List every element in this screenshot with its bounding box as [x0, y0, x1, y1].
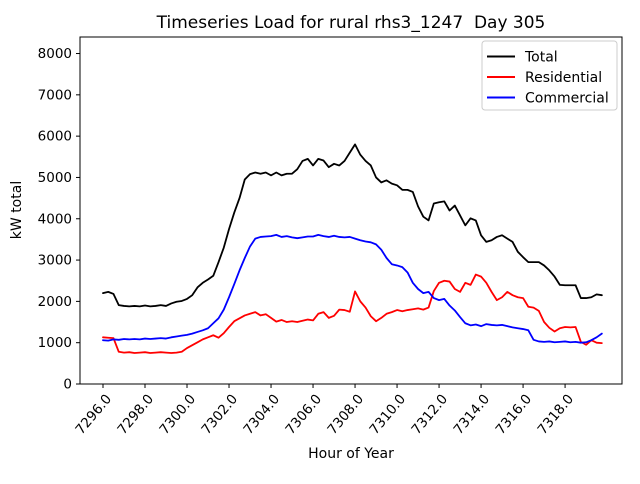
legend-entry-commercial: Commercial	[487, 91, 609, 107]
y-axis-ticks: 0 1000 2000 3000 4000 5000 6000 7000 8000	[38, 46, 80, 393]
y-tick-label: 0	[63, 377, 72, 393]
plot-frame	[79, 36, 623, 385]
legend-label-residential: Residential	[525, 70, 602, 86]
y-tick-label: 5000	[38, 170, 72, 186]
y-tick-label: 8000	[38, 46, 72, 62]
legend-entry-total: Total	[487, 50, 558, 66]
y-tick-label: 4000	[38, 211, 72, 227]
chart-title: Timeseries Load for rural rhs3_1247 Day …	[156, 13, 546, 33]
series-lines	[102, 143, 603, 354]
y-tick-label: 3000	[38, 253, 72, 269]
y-tick-label: 2000	[38, 294, 72, 310]
y-tick-label: 7000	[38, 87, 72, 103]
y-tick-label: 6000	[38, 129, 72, 145]
legend-box	[481, 40, 618, 111]
legend: Total Residential Commercial	[481, 40, 618, 111]
series-line-residential	[102, 273, 603, 354]
series-line-commercial	[102, 233, 603, 344]
x-axis-label: Hour of Year	[308, 446, 394, 462]
legend-label-commercial: Commercial	[525, 91, 609, 107]
series-line-total	[102, 143, 603, 308]
y-axis-label: kW total	[9, 181, 25, 239]
legend-entry-residential: Residential	[487, 70, 602, 86]
y-tick-label: 1000	[38, 335, 72, 351]
legend-label-total: Total	[524, 50, 558, 66]
